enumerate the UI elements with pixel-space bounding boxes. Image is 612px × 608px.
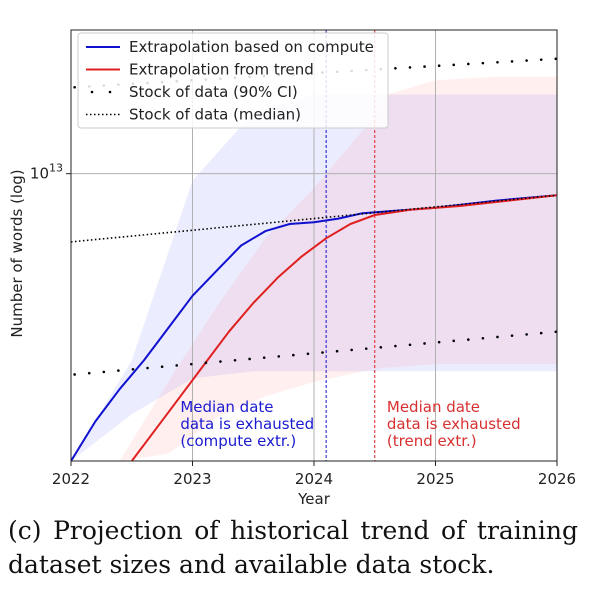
legend-label-3: Stock of data (90% CI) [129,83,298,101]
y-tick-exponent: 13 [49,162,63,175]
ci-dot [437,64,441,68]
ci-dot [189,362,193,366]
x-tick-label-2025: 2025 [416,470,454,488]
ci-dot [350,348,353,352]
annotation-1-line-3: (compute extr.) [180,432,296,450]
ci-dot [452,339,456,343]
ci-dot [292,353,295,357]
ci-dot [452,63,456,67]
ci-dot [554,330,557,334]
legend-swatch-dot [108,90,112,94]
annotation-2-line-2: data is exhausted [387,415,521,433]
caption-line-1: (c) Projection of historical trend of tr… [8,516,578,545]
plot-area [71,30,557,461]
legend-label-4: Stock of data (median) [129,106,301,124]
ci-dot [248,357,251,361]
ci-dot [321,351,324,354]
legend-label-2: Extrapolation from trend [129,61,314,79]
ci-dot [481,61,485,65]
ci-dot [204,361,208,365]
ci-dot [394,344,397,348]
median-stock-line [71,194,557,243]
x-tick-label-2023: 2023 [173,470,211,488]
ci-dot [554,57,557,61]
x-axis-label: Year [297,490,331,508]
legend: Extrapolation based on compute Extrapolat… [77,32,389,129]
ci-dot [496,60,499,64]
ci-dot [335,349,339,353]
y-tick-label: 1013 [30,162,63,183]
ci-dot [539,58,543,61]
ci-dot [467,338,470,341]
ci-dot [73,85,76,89]
ci-dot [233,358,237,362]
ci-dot [87,371,91,375]
ci-dot [131,368,135,371]
ci-dot [525,59,528,62]
ci-dot [408,66,412,69]
ci-dot [525,333,528,336]
ci-dot [539,331,543,335]
ci-dot [408,343,412,347]
x-tick-label-2022: 2022 [52,470,90,488]
ci-dot [423,342,426,345]
series-line-2 [131,194,557,461]
ci-dot [437,340,441,344]
ci-dot [102,370,106,374]
ci-dot [364,347,368,350]
ci-dot [277,355,281,358]
annotation-2-line-3: (trend extr.) [387,432,477,450]
legend-label-1: Extrapolation based on compute [129,38,374,56]
ci-dot [394,66,397,70]
y-axis-label: Number of words (log) [8,169,26,337]
ci-dot [496,335,499,339]
annotation-1-line-1: Median date [180,398,273,416]
ci-dot [262,356,266,359]
ci-dot [160,365,164,369]
legend-box [77,32,389,129]
annotation-2-line-1: Median date [387,398,480,416]
ci-dot [146,366,149,370]
confidence-band-2 [119,76,557,461]
ci-dot [117,369,120,372]
ci-dot [175,364,179,367]
ci-dot [379,346,383,349]
annotation-1-line-2: data is exhausted [180,415,314,433]
ci-dot [219,360,222,363]
legend-swatch-dot [90,90,94,94]
ci-dot [510,60,514,63]
caption-line-2: dataset sizes and available data stock. [8,550,495,579]
x-tick-label-2024: 2024 [295,470,333,488]
ci-dot [306,352,310,356]
ci-dot [73,373,76,376]
ci-dot [510,334,514,337]
x-tick-label-2026: 2026 [538,470,576,488]
ci-dot [423,65,426,68]
ci-dot [481,336,485,340]
figure-caption: (c) Projection of historical trend of tr… [8,514,578,582]
chart: 2022 2023 2024 2025 2026 1013 Year Number of wo… [8,29,576,508]
ci-dot [467,62,470,66]
